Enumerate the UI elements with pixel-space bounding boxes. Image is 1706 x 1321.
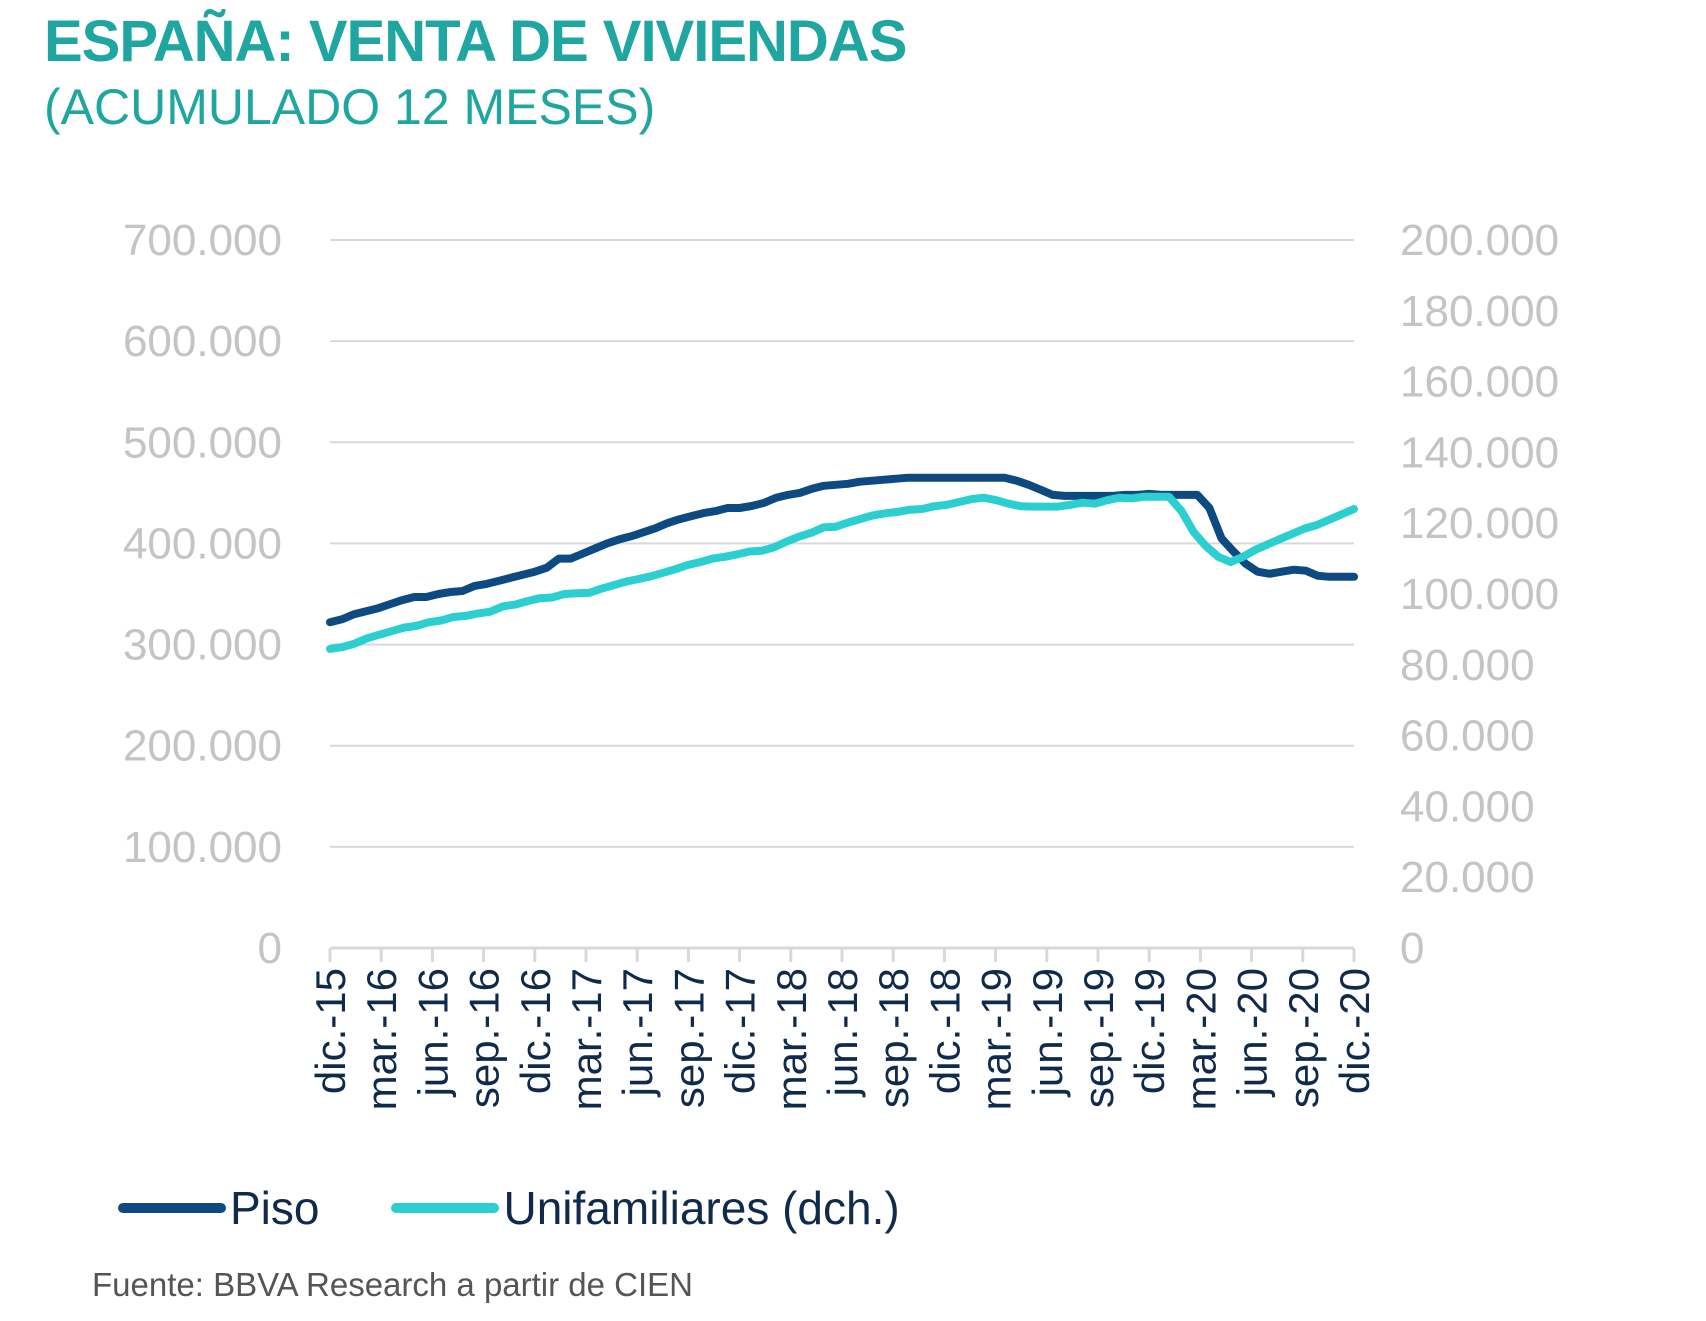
x-tick-label: jun.-19 bbox=[1024, 968, 1071, 1098]
x-tick-label: mar.-20 bbox=[1177, 968, 1224, 1110]
x-tick-label: mar.-19 bbox=[973, 968, 1020, 1110]
legend-swatch-piso bbox=[118, 1203, 226, 1213]
right-y-tick-label: 120.000 bbox=[1400, 499, 1559, 548]
left-y-tick-label: 300.000 bbox=[123, 621, 282, 670]
left-y-tick-label: 600.000 bbox=[123, 317, 282, 366]
x-tick-label: sep.-18 bbox=[870, 968, 917, 1108]
x-tick-label: dic.-17 bbox=[717, 968, 764, 1094]
x-tick-label: dic.-16 bbox=[512, 968, 559, 1094]
right-y-tick-label: 140.000 bbox=[1400, 428, 1559, 477]
series-line-unifamiliares bbox=[326, 492, 1358, 653]
right-y-tick-label: 180.000 bbox=[1400, 287, 1559, 336]
x-tick-label: dic.-20 bbox=[1331, 968, 1378, 1094]
left-y-tick-label: 400.000 bbox=[123, 519, 282, 568]
x-tick-label: sep.-16 bbox=[461, 968, 508, 1108]
x-tick-label: dic.-18 bbox=[921, 968, 968, 1094]
x-tick-label: jun.-20 bbox=[1229, 968, 1276, 1098]
x-tick-label: dic.-15 bbox=[307, 968, 354, 1094]
series-line-piso bbox=[326, 473, 1358, 627]
legend-item-unifamiliares: Unifamiliares (dch.) bbox=[391, 1181, 900, 1235]
series-lines bbox=[326, 473, 1358, 653]
right-y-tick-label: 100.000 bbox=[1400, 570, 1559, 619]
source-note: Fuente: BBVA Research a partir de CIEN bbox=[92, 1266, 694, 1303]
grid-lines bbox=[330, 239, 1354, 848]
left-y-axis: 0 100.000 200.000 300.000 400.000 500.000 600.… bbox=[123, 216, 282, 973]
left-y-tick-label: 700.000 bbox=[123, 216, 282, 265]
right-y-axis: 0 20.000 40.000 60.000 80.000 100.000 120.000 1… bbox=[1400, 216, 1559, 973]
x-tick-label: jun.-16 bbox=[409, 968, 456, 1098]
chart-subtitle: (ACUMULADO 12 MESES) bbox=[44, 79, 656, 135]
x-tick-label: sep.-19 bbox=[1075, 968, 1122, 1108]
x-tick-label: sep.-17 bbox=[665, 968, 712, 1108]
left-y-tick-label: 100.000 bbox=[123, 823, 282, 872]
chart-legend: Piso Unifamiliares (dch.) bbox=[118, 1180, 972, 1236]
right-y-tick-label: 160.000 bbox=[1400, 358, 1559, 407]
x-tick-label: mar.-18 bbox=[768, 968, 815, 1110]
right-y-tick-label: 20.000 bbox=[1400, 853, 1535, 902]
line-chart: 0 100.000 200.000 300.000 400.000 500.000 600.… bbox=[123, 216, 1559, 1110]
right-y-tick-label: 80.000 bbox=[1400, 641, 1535, 690]
x-tick-label: mar.-16 bbox=[358, 968, 405, 1110]
legend-swatch-unifamiliares bbox=[391, 1203, 500, 1213]
x-tick-label: dic.-19 bbox=[1126, 968, 1173, 1094]
left-y-tick-label: 0 bbox=[258, 924, 282, 973]
right-y-tick-label: 60.000 bbox=[1400, 712, 1535, 761]
x-tick-label: jun.-18 bbox=[819, 968, 866, 1098]
x-tick-label: jun.-17 bbox=[614, 968, 661, 1098]
left-y-tick-label: 200.000 bbox=[123, 722, 282, 771]
x-axis: dic.-15 mar.-16 jun.-16 sep.-16 dic.-16 mar.-… bbox=[307, 946, 1378, 1110]
right-y-tick-label: 0 bbox=[1400, 924, 1424, 973]
left-y-tick-label: 500.000 bbox=[123, 418, 282, 467]
chart-title: ESPAÑA: VENTA DE VIVIENDAS bbox=[44, 9, 907, 74]
right-y-tick-label: 40.000 bbox=[1400, 782, 1535, 831]
x-tick-label: mar.-17 bbox=[563, 968, 610, 1110]
legend-item-piso: Piso bbox=[118, 1181, 319, 1235]
legend-label-piso: Piso bbox=[230, 1182, 320, 1234]
right-y-tick-label: 200.000 bbox=[1400, 216, 1559, 265]
x-tick-label: sep.-20 bbox=[1280, 968, 1327, 1108]
legend-label-unifamiliares: Unifamiliares (dch.) bbox=[503, 1182, 900, 1234]
